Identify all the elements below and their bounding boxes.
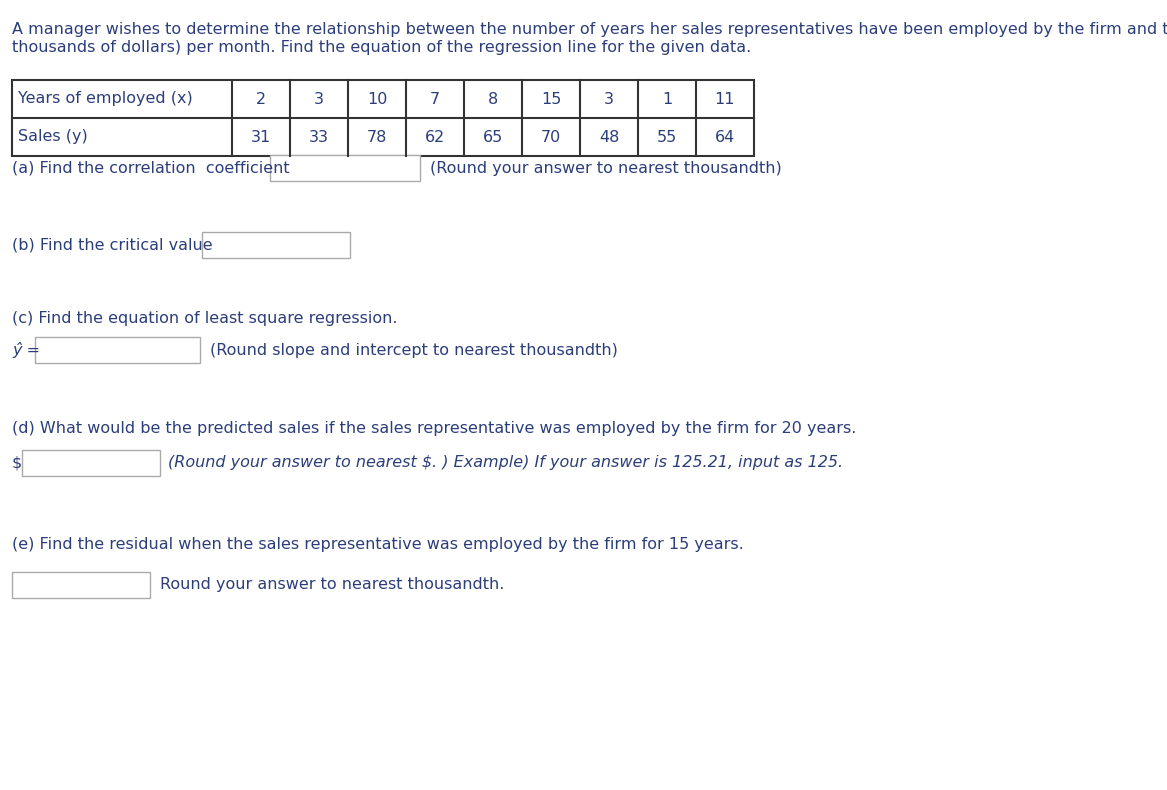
- Text: 7: 7: [429, 92, 440, 107]
- Text: 1: 1: [662, 92, 672, 107]
- Text: (a) Find the correlation  coefficient: (a) Find the correlation coefficient: [12, 160, 289, 175]
- Text: (Round your answer to nearest $. ) Example) If your answer is 125.21, input as 1: (Round your answer to nearest $. ) Examp…: [168, 456, 843, 471]
- Text: 31: 31: [251, 130, 271, 145]
- Text: A manager wishes to determine the relationship between the number of years her s: A manager wishes to determine the relati…: [12, 22, 1167, 37]
- Text: (b) Find the critical value: (b) Find the critical value: [12, 238, 212, 253]
- Text: 10: 10: [366, 92, 387, 107]
- Text: (Round your answer to nearest thousandth): (Round your answer to nearest thousandth…: [429, 160, 782, 175]
- Bar: [22, 450, 160, 476]
- Text: (Round slope and intercept to nearest thousandth): (Round slope and intercept to nearest th…: [210, 343, 617, 358]
- Bar: [202, 232, 350, 258]
- Text: thousands of dollars) per month. Find the equation of the regression line for th: thousands of dollars) per month. Find th…: [12, 40, 752, 55]
- Text: 48: 48: [599, 130, 620, 145]
- Bar: [270, 155, 420, 181]
- Bar: [12, 572, 151, 598]
- Text: ŷ =: ŷ =: [12, 342, 40, 358]
- Text: (e) Find the residual when the sales representative was employed by the firm for: (e) Find the residual when the sales rep…: [12, 537, 743, 552]
- Text: 55: 55: [657, 130, 677, 145]
- Bar: [35, 337, 200, 363]
- Text: 62: 62: [425, 130, 445, 145]
- Text: Years of employed (x): Years of employed (x): [18, 92, 193, 107]
- Text: 11: 11: [714, 92, 735, 107]
- Text: 3: 3: [314, 92, 324, 107]
- Text: 64: 64: [715, 130, 735, 145]
- Text: 15: 15: [540, 92, 561, 107]
- Text: 78: 78: [366, 130, 387, 145]
- Text: 8: 8: [488, 92, 498, 107]
- Text: Sales (y): Sales (y): [18, 130, 88, 145]
- Bar: [12, 80, 754, 156]
- Text: 3: 3: [605, 92, 614, 107]
- Text: 33: 33: [309, 130, 329, 145]
- Text: (c) Find the equation of least square regression.: (c) Find the equation of least square re…: [12, 310, 398, 325]
- Text: (d) What would be the predicted sales if the sales representative was employed b: (d) What would be the predicted sales if…: [12, 420, 857, 435]
- Text: $: $: [12, 456, 22, 471]
- Text: 65: 65: [483, 130, 503, 145]
- Text: Round your answer to nearest thousandth.: Round your answer to nearest thousandth.: [160, 577, 504, 592]
- Text: 70: 70: [540, 130, 561, 145]
- Text: 2: 2: [256, 92, 266, 107]
